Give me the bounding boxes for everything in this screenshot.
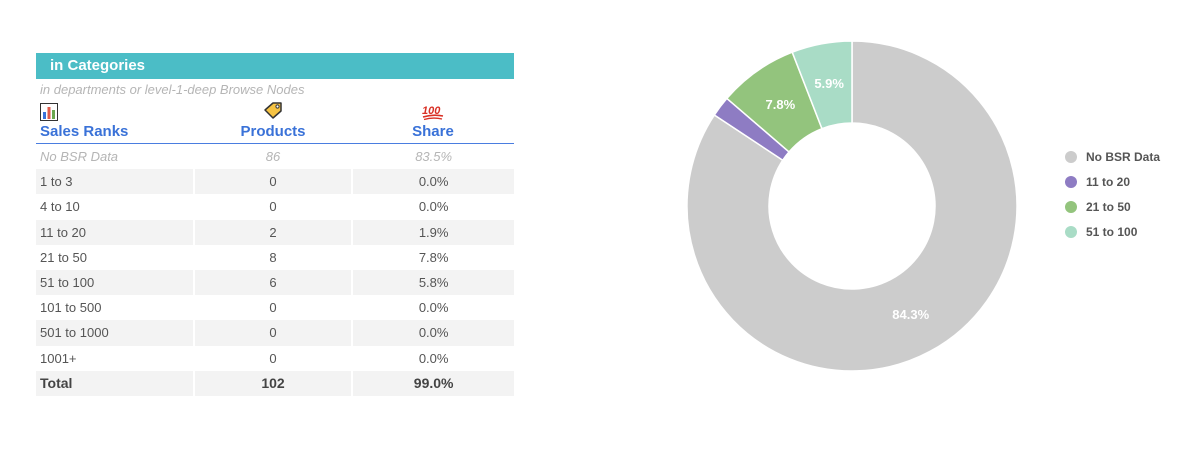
legend-swatch-3 [1065, 226, 1077, 238]
legend-label-3: 51 to 100 [1086, 225, 1138, 239]
donut-slice-0 [686, 40, 1018, 372]
table-row: 4 to 10 0 0.0% [36, 194, 514, 220]
slice-label-0: 84.3% [892, 307, 929, 322]
sales-rank-table: No BSR Data 86 83.5% 1 to 3 0 0.0% 4 to … [36, 144, 514, 396]
price-tag-icon [264, 102, 282, 119]
table-row: 21 to 50 8 7.8% [36, 244, 514, 270]
rank-cell: 11 to 20 [36, 219, 193, 245]
table-title: in Categories [36, 53, 514, 79]
bar-chart-icon [40, 103, 58, 121]
products-cell: 2 [192, 219, 352, 245]
products-cell: 0 [192, 194, 352, 220]
table-total-row: Total 102 99.0% [36, 370, 514, 396]
header-icon-row: 100 [36, 99, 514, 121]
legend-label-2: 21 to 50 [1086, 200, 1131, 214]
table-row: 11 to 20 2 1.9% [36, 219, 514, 245]
legend-swatch-1 [1065, 176, 1077, 188]
table-row: 101 to 500 0 0.0% [36, 295, 514, 321]
column-header-share: Share [412, 123, 454, 140]
products-cell: 0 [192, 320, 352, 346]
donut-slice-3 [791, 40, 853, 130]
table-row: No BSR Data 86 83.5% [36, 144, 514, 170]
rank-cell: 51 to 100 [36, 269, 193, 296]
share-cell: 0.0% [351, 295, 514, 321]
share-cell: 0.0% [351, 320, 514, 346]
share-cell: 5.8% [351, 269, 514, 296]
rank-cell: 4 to 10 [40, 199, 80, 215]
table-subtitle: in departments or level-1-deep Browse No… [40, 82, 305, 97]
total-label-cell: Total [36, 370, 193, 396]
share-cell: 7.8% [351, 244, 514, 270]
hundred-points-icon: 100 [422, 105, 444, 121]
column-header-sales-ranks: Sales Ranks [40, 123, 129, 140]
products-cell: 0 [192, 169, 352, 195]
total-share-cell: 99.0% [351, 370, 514, 396]
table-row: 51 to 100 6 5.8% [36, 269, 514, 296]
products-cell: 0 [192, 295, 352, 321]
rank-cell: 101 to 500 [40, 300, 102, 316]
products-cell: 86 [192, 144, 352, 170]
table-row: 501 to 1000 0 0.0% [36, 320, 514, 346]
column-header-products: Products [240, 123, 306, 140]
table-row: 1001+ 0 0.0% [36, 345, 514, 371]
share-cell: 1.9% [351, 219, 514, 245]
slice-label-2: 7.8% [766, 97, 796, 112]
categories-table-panel: in Categories in departments or level-1-… [36, 53, 514, 396]
legend-swatch-2 [1065, 201, 1077, 213]
share-cell: 0.0% [351, 194, 514, 220]
legend-swatch-0 [1065, 151, 1077, 163]
rank-cell: 1001+ [40, 350, 77, 366]
rank-cell: No BSR Data [40, 149, 119, 165]
products-cell: 0 [192, 345, 352, 371]
svg-text:100: 100 [422, 105, 441, 117]
products-cell: 6 [192, 269, 352, 296]
table-header-row: Sales Ranks Products Share [36, 121, 514, 144]
products-cell: 8 [192, 244, 352, 270]
rank-cell: 1 to 3 [36, 169, 193, 195]
slice-label-3: 5.9% [814, 76, 844, 91]
table-row: 1 to 3 0 0.0% [36, 169, 514, 195]
legend-label-1: 11 to 20 [1086, 175, 1130, 189]
rank-cell: 21 to 50 [40, 249, 87, 265]
share-cell: 0.0% [351, 169, 514, 195]
legend-label-0: No BSR Data [1086, 150, 1160, 164]
rank-cell: 501 to 1000 [36, 320, 193, 346]
share-cell: 0.0% [351, 345, 514, 371]
total-products-cell: 102 [192, 370, 352, 396]
share-cell: 83.5% [351, 144, 514, 170]
